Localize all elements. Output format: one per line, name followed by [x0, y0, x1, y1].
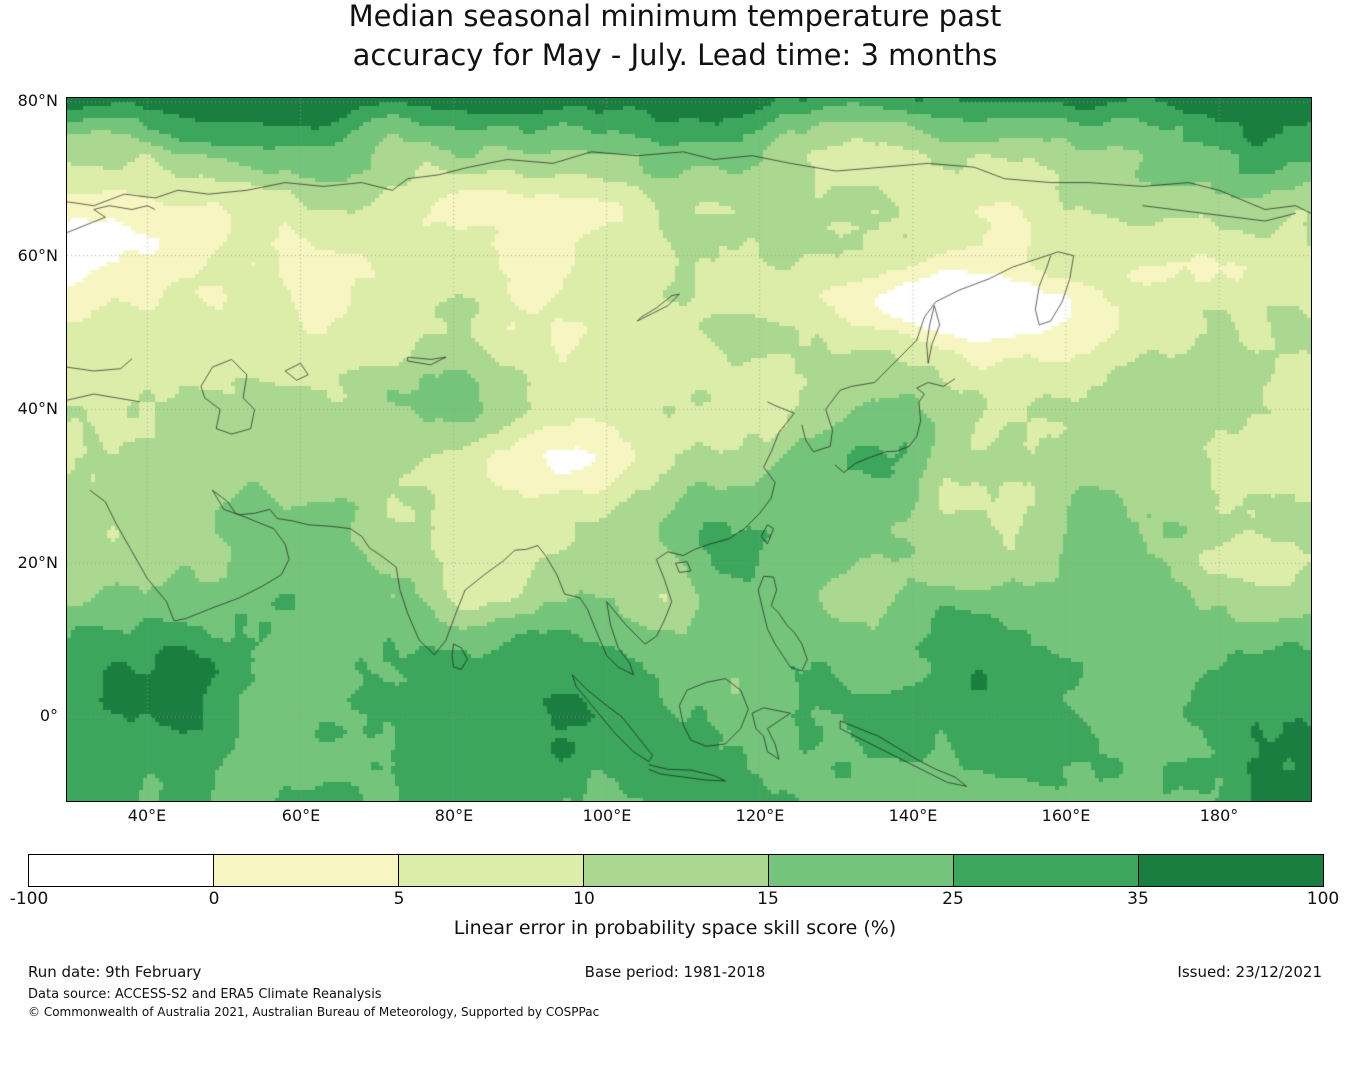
- colorbar-tick-100: 100: [1306, 889, 1340, 909]
- map-plot: [66, 97, 1312, 802]
- colorbar-segment: [1138, 855, 1323, 886]
- colorbar-segment: [29, 855, 213, 886]
- lon-tick-40e: 40°E: [127, 806, 167, 825]
- colorbar-segment: [768, 855, 953, 886]
- colorbar-tick-5: 5: [393, 889, 405, 909]
- map-canvas: [67, 98, 1311, 801]
- colorbar-tick-25: 25: [942, 889, 964, 909]
- colorbar: [28, 854, 1324, 887]
- lat-tick-80n: 80°N: [17, 91, 58, 110]
- lon-tick-60e: 60°E: [281, 806, 321, 825]
- colorbar-tick-35: 35: [1127, 889, 1149, 909]
- lon-tick-140e: 140°E: [888, 806, 938, 825]
- lat-tick-40n: 40°N: [17, 399, 58, 418]
- colorbar-tick-15: 15: [757, 889, 779, 909]
- colorbar-segment: [213, 855, 398, 886]
- run-date: Run date: 9th February: [28, 963, 202, 981]
- copyright-notice: © Commonwealth of Australia 2021, Austra…: [28, 1005, 600, 1019]
- chart-title: Median seasonal minimum temperature past…: [0, 0, 1350, 75]
- lon-tick-80e: 80°E: [434, 806, 474, 825]
- colorbar-tick-neg100: -100: [9, 889, 49, 909]
- colorbar-tick-0: 0: [208, 889, 220, 909]
- lon-tick-180: 180°: [1199, 806, 1239, 825]
- lon-tick-100e: 100°E: [582, 806, 632, 825]
- colorbar-tick-10: 10: [573, 889, 595, 909]
- lat-tick-0: 0°: [39, 706, 58, 725]
- issued-date: Issued: 23/12/2021: [1177, 963, 1322, 981]
- lat-tick-60n: 60°N: [17, 246, 58, 265]
- colorbar-segment: [398, 855, 583, 886]
- lon-tick-120e: 120°E: [735, 806, 785, 825]
- colorbar-segment: [583, 855, 768, 886]
- colorbar-label: Linear error in probability space skill …: [453, 917, 897, 939]
- lon-tick-160e: 160°E: [1041, 806, 1091, 825]
- colorbar-segment: [953, 855, 1138, 886]
- base-period: Base period: 1981-2018: [584, 963, 766, 981]
- lat-tick-20n: 20°N: [17, 553, 58, 572]
- data-source: Data source: ACCESS-S2 and ERA5 Climate …: [28, 987, 382, 1002]
- chart-title-line-1: Median seasonal minimum temperature past: [348, 0, 1002, 33]
- chart-title-line-2: accuracy for May - July. Lead time: 3 mo…: [352, 38, 998, 72]
